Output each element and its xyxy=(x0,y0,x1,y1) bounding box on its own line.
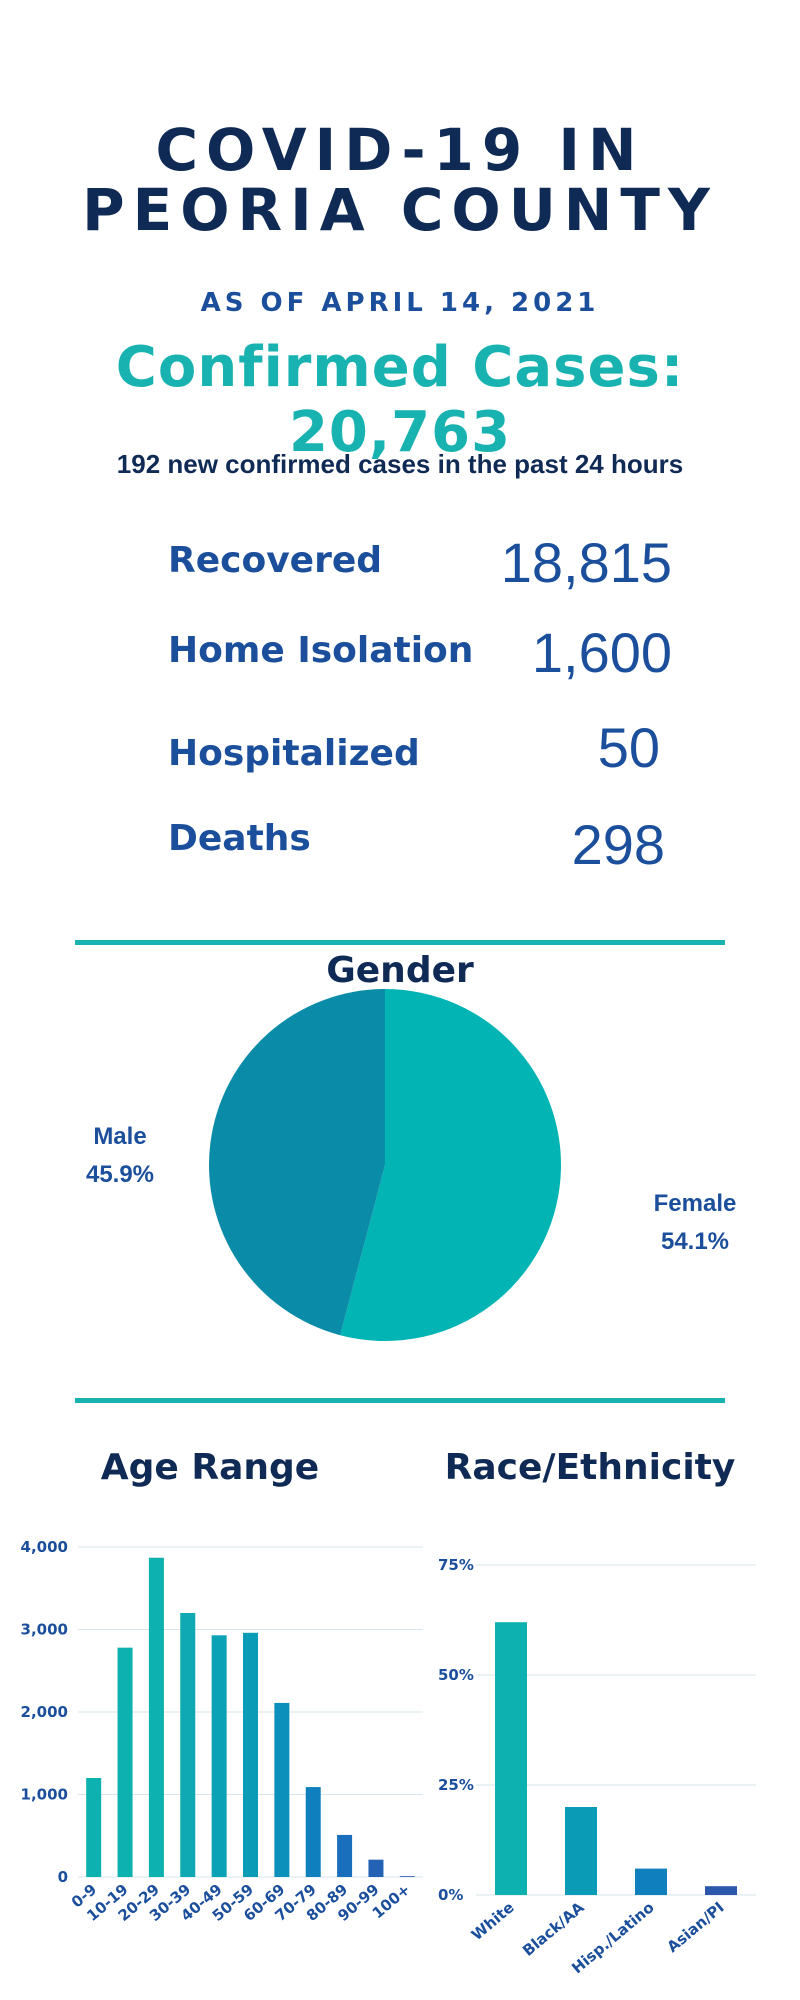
bar-black-aa xyxy=(565,1807,597,1895)
divider-bottom xyxy=(75,1398,725,1403)
pie-slice-female xyxy=(340,989,561,1342)
y-tick-label: 0 xyxy=(58,1868,68,1886)
y-tick-label: 4,000 xyxy=(21,1538,68,1556)
bar-70-79 xyxy=(305,1787,321,1877)
bar-0-9 xyxy=(86,1778,102,1877)
pie-label-male-name: Male xyxy=(93,1123,147,1150)
bar-80-89 xyxy=(337,1834,353,1877)
bar-60-69 xyxy=(274,1702,290,1877)
bar-20-29 xyxy=(148,1557,164,1877)
age-chart-title: Age Range xyxy=(100,1447,320,1488)
pie-slice-male xyxy=(208,989,385,1336)
bar-asian-pi xyxy=(705,1886,737,1895)
stat-label-hospitalized: Hospitalized xyxy=(168,733,420,774)
bar-30-39 xyxy=(180,1613,196,1877)
as-of-date: AS OF APRIL 14, 2021 xyxy=(200,288,600,318)
y-tick-label: 50% xyxy=(438,1666,474,1684)
bar-50-59 xyxy=(243,1632,258,1877)
stat-label-recovered: Recovered xyxy=(168,540,383,581)
bar-100- xyxy=(399,1876,415,1877)
y-tick-label: 25% xyxy=(438,1776,474,1794)
pie-label-female-name: Female xyxy=(653,1190,737,1217)
stat-label-deaths: Deaths xyxy=(168,818,311,859)
pie-label-female: Female 54.1% xyxy=(630,1185,760,1261)
x-tick-label: Asian/PI xyxy=(663,1898,727,1956)
age-range-bar-chart: 01,0002,0003,0004,0000-910-1920-2930-394… xyxy=(21,1538,423,1925)
bar-charts: 01,0002,0003,0004,0000-910-1920-2930-394… xyxy=(21,1538,756,1977)
stat-value-hospitalized: 50 xyxy=(597,716,660,779)
stat-value-recovered: 18,815 xyxy=(500,531,672,594)
pie-label-male: Male 45.9% xyxy=(60,1118,180,1194)
page-title-line-1: COVID-19 IN xyxy=(155,116,645,184)
stat-value-home-isolation: 1,600 xyxy=(531,621,672,684)
x-tick-label: Black/AA xyxy=(519,1898,588,1960)
y-tick-label: 2,000 xyxy=(21,1703,68,1721)
bar-hisp-latino xyxy=(635,1868,667,1895)
x-tick-label: White xyxy=(468,1898,518,1944)
gender-pie-chart xyxy=(208,989,561,1342)
stat-value-deaths: 298 xyxy=(571,813,665,876)
bar-10-19 xyxy=(117,1647,133,1877)
pie-label-male-value: 45.9% xyxy=(85,1161,155,1188)
y-tick-label: 75% xyxy=(438,1556,474,1574)
gender-chart-title: Gender xyxy=(326,950,474,991)
divider-top xyxy=(75,940,725,945)
y-tick-label: 0% xyxy=(438,1886,463,1904)
y-tick-label: 3,000 xyxy=(21,1621,68,1639)
new-cases-note: 192 new confirmed cases in the past 24 h… xyxy=(116,449,684,479)
bar-40-49 xyxy=(211,1635,227,1877)
pie-label-female-value: 54.1% xyxy=(660,1228,730,1255)
stat-label-home-isolation: Home Isolation xyxy=(168,630,474,671)
y-tick-label: 1,000 xyxy=(21,1786,68,1804)
bar-90-99 xyxy=(368,1859,384,1877)
confirmed-cases: Confirmed Cases: 20,763 xyxy=(115,335,685,465)
race-chart-title: Race/Ethnicity xyxy=(444,1447,736,1488)
page-title-line-2: PEORIA COUNTY xyxy=(82,176,718,244)
bar-white xyxy=(495,1622,527,1895)
